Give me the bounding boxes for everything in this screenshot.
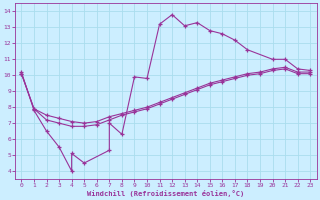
X-axis label: Windchill (Refroidissement éolien,°C): Windchill (Refroidissement éolien,°C) [87, 190, 244, 197]
